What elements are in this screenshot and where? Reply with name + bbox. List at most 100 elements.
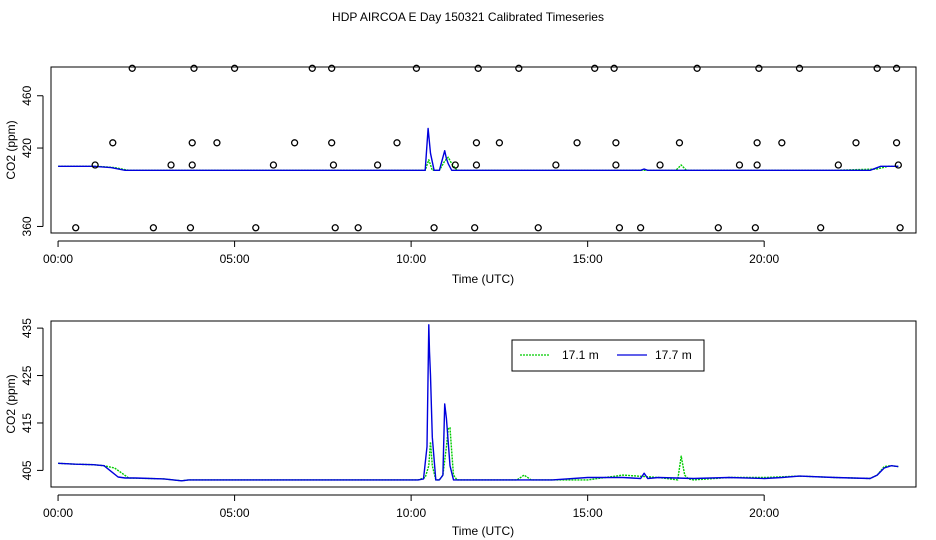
calibration-point: [186, 224, 195, 232]
calibration-point: [213, 139, 221, 147]
x-tick-label: 10:00: [396, 252, 426, 266]
series-line-s17_7: [58, 324, 899, 482]
calibration-points-top: [72, 64, 904, 232]
y-tick-label: 460: [20, 85, 34, 105]
x-axis-bottom: 00:00 05:00 10:00 15:00 20:00: [43, 494, 780, 520]
calibration-point: [328, 139, 336, 147]
calibration-point: [753, 161, 761, 169]
calibration-point: [753, 139, 761, 147]
calibration-point: [515, 64, 523, 72]
calibration-point: [190, 64, 198, 72]
calibration-point: [412, 64, 421, 72]
y-tick-label: 405: [20, 460, 34, 480]
calibration-point: [308, 64, 316, 72]
series-group-top: [58, 127, 899, 172]
plot-box-bottom: [50, 320, 917, 488]
x-tick-label: 10:00: [396, 506, 426, 520]
calibration-point: [149, 224, 158, 232]
y-tick-label: 420: [20, 138, 34, 158]
calibration-point: [230, 64, 239, 72]
legend: 17.1 m 17.7 m: [511, 339, 705, 372]
x-tick-label: 05:00: [220, 506, 250, 520]
y-axis-label-bottom: CO2 (ppm): [4, 374, 18, 433]
calibration-point: [675, 139, 684, 147]
x-tick-label: 15:00: [573, 506, 603, 520]
calibration-point: [109, 139, 117, 147]
calibration-point: [591, 64, 599, 72]
y-tick-label: 425: [20, 365, 34, 385]
series-line-s17_1: [58, 427, 899, 482]
calibration-point: [188, 161, 196, 169]
calibration-point: [873, 64, 881, 72]
calibration-point: [328, 64, 336, 72]
calibration-point: [393, 139, 401, 147]
calibration-point: [834, 161, 842, 169]
figure-title: HDP AIRCOA E Day 150321 Calibrated Times…: [332, 10, 604, 24]
calibration-point: [474, 64, 482, 72]
calibration-point: [894, 161, 902, 169]
calibration-point: [91, 161, 99, 169]
calibration-point: [331, 224, 339, 232]
calibration-point: [269, 161, 278, 169]
calibration-point: [778, 139, 786, 147]
x-axis-label-bottom: Time (UTC): [452, 524, 514, 538]
y-tick-label: 415: [20, 413, 34, 433]
x-axis-label-top: Time (UTC): [452, 272, 514, 286]
y-tick-label: 435: [20, 318, 34, 338]
series-group-bottom: [58, 324, 899, 482]
calibration-point: [472, 139, 481, 147]
calibration-point: [615, 224, 624, 232]
calibration-point: [817, 224, 825, 232]
calibration-point: [896, 224, 904, 232]
calibration-point: [610, 64, 618, 72]
calibration-point: [852, 139, 860, 147]
calibration-point: [693, 64, 701, 72]
calibration-point: [612, 139, 620, 147]
calibration-point: [534, 224, 542, 232]
x-tick-label: 20:00: [749, 252, 779, 266]
calibration-point: [552, 161, 560, 169]
x-tick-label: 00:00: [43, 252, 73, 266]
calibration-point: [354, 224, 362, 232]
calibration-point: [714, 224, 722, 232]
calibration-point: [188, 139, 196, 147]
calibration-point: [892, 64, 901, 72]
legend-label-17-7: 17.7 m: [655, 348, 692, 362]
calibration-point: [430, 224, 438, 232]
calibration-point: [471, 224, 479, 232]
x-tick-label: 20:00: [749, 506, 779, 520]
calibration-point: [495, 139, 504, 147]
calibration-point: [892, 139, 901, 147]
calibration-point: [72, 224, 80, 232]
calibration-point: [656, 161, 664, 169]
calibration-point: [755, 64, 763, 72]
calibration-point: [636, 224, 645, 232]
calibration-point: [373, 161, 382, 169]
calibration-point: [451, 161, 459, 169]
series-line-s17_7: [58, 127, 899, 172]
calibration-point: [573, 139, 581, 147]
calibration-point: [472, 161, 481, 169]
calibration-point: [128, 64, 136, 72]
panel-top: 00:00 05:00 10:00 15:00 20:00 360 420 460 Time…: [4, 64, 917, 286]
x-axis-top: 00:00 05:00 10:00 15:00 20:00: [43, 240, 780, 266]
y-axis-top: 360 420 460: [20, 85, 44, 236]
x-tick-label: 05:00: [220, 252, 250, 266]
x-tick-label: 15:00: [573, 252, 603, 266]
x-tick-label: 00:00: [43, 506, 73, 520]
panel-bottom: 00:00 05:00 10:00 15:00 20:00 405 415 425 435 T…: [4, 318, 917, 538]
calibration-point: [290, 139, 299, 147]
legend-label-17-1: 17.1 m: [562, 348, 599, 362]
y-tick-label: 360: [20, 216, 34, 236]
calibration-point: [735, 161, 744, 169]
series-line-s17_1: [58, 156, 899, 172]
calibration-point: [612, 161, 620, 169]
calibration-point: [329, 161, 338, 169]
calibration-point: [795, 64, 804, 72]
plot-box-top: [50, 66, 917, 234]
y-axis-bottom: 405 415 425 435: [20, 318, 44, 480]
calibration-point: [252, 224, 260, 232]
calibration-point: [751, 224, 760, 232]
y-axis-label-top: CO2 (ppm): [4, 120, 18, 179]
